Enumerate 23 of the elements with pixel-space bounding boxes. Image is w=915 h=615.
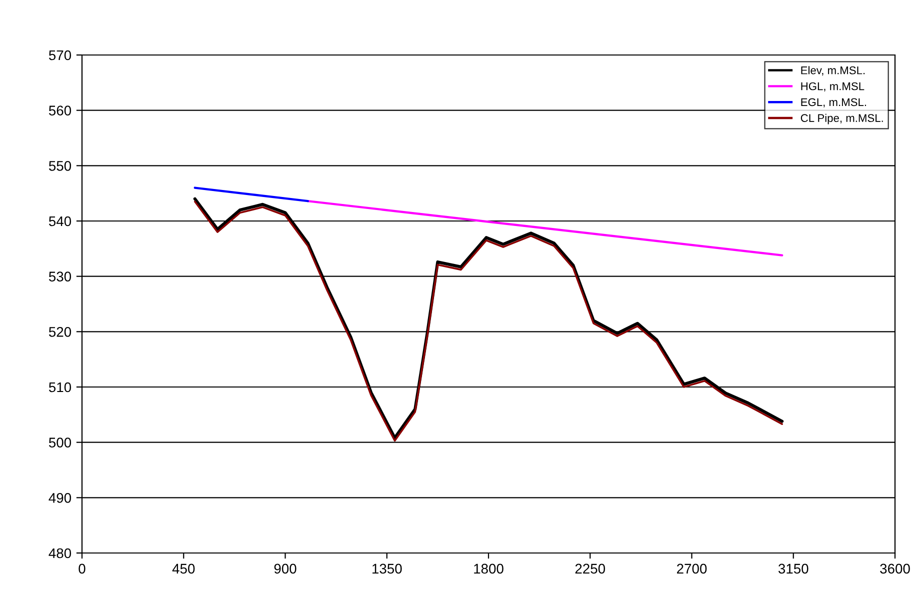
y-tick-label: 510	[48, 382, 72, 392]
y-tick-label: 560	[48, 106, 72, 116]
legend-label: CL Pipe, m.MSL.	[800, 114, 883, 124]
y-tick-label: 520	[48, 327, 72, 337]
y-tick-label: 570	[48, 50, 72, 60]
x-tick-label: 0	[78, 564, 86, 574]
legend-label: Elev, m.MSL.	[801, 66, 865, 76]
legend-label: HGL, m.MSL	[801, 82, 864, 92]
x-tick-label: 3600	[880, 564, 910, 574]
x-tick-label: 2700	[677, 564, 707, 574]
x-tick-label: 450	[172, 564, 195, 574]
y-tick-label: 480	[48, 548, 72, 558]
x-tick-label: 1350	[372, 564, 402, 574]
y-tick-label: 530	[48, 272, 72, 282]
x-tick-label: 900	[274, 564, 296, 574]
y-tick-label: 500	[48, 438, 72, 448]
legend-label: EGL, m.MSL.	[801, 98, 866, 108]
y-tick-label: 540	[48, 216, 72, 226]
x-tick-label: 2250	[575, 564, 606, 574]
y-tick-label: 490	[48, 493, 72, 503]
x-tick-label: 3150	[778, 564, 808, 574]
x-tick-label: 1800	[474, 564, 504, 574]
y-tick-label: 550	[48, 161, 72, 171]
